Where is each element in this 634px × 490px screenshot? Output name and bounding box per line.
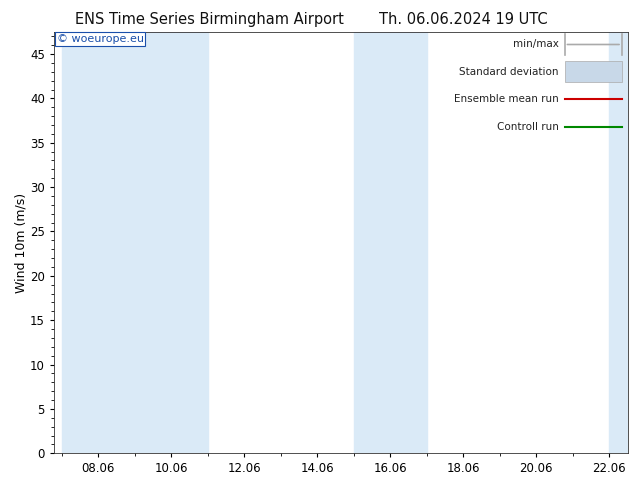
Text: Standard deviation: Standard deviation	[459, 67, 559, 77]
Text: Th. 06.06.2024 19 UTC: Th. 06.06.2024 19 UTC	[378, 12, 547, 27]
Bar	[609, 32, 631, 453]
Text: ENS Time Series Birmingham Airport: ENS Time Series Birmingham Airport	[75, 12, 344, 27]
Text: Controll run: Controll run	[497, 122, 559, 132]
Bar	[61, 32, 153, 453]
Text: © woeurope.eu: © woeurope.eu	[57, 34, 144, 44]
Text: Ensemble mean run: Ensemble mean run	[454, 94, 559, 104]
Bar	[354, 32, 427, 453]
FancyBboxPatch shape	[564, 61, 622, 82]
Y-axis label: Wind 10m (m/s): Wind 10m (m/s)	[14, 193, 27, 293]
Text: min/max: min/max	[513, 40, 559, 49]
Bar	[153, 32, 208, 453]
